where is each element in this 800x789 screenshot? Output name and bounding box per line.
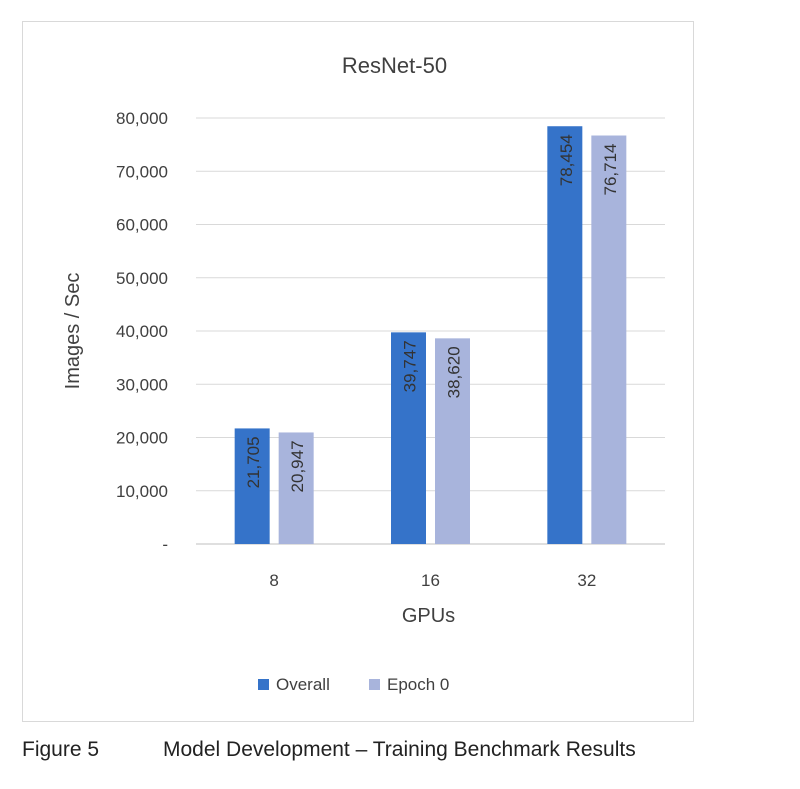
legend-swatch — [258, 679, 269, 690]
data-label: 20,947 — [288, 440, 307, 492]
y-tick-label: 20,000 — [116, 429, 168, 448]
figure-label: Figure 5 — [22, 738, 100, 761]
legend-label: Overall — [276, 675, 330, 694]
data-label: 38,620 — [445, 346, 464, 398]
y-axis-label: Images / Sec — [62, 273, 84, 390]
y-tick-label: 50,000 — [116, 269, 168, 288]
bar-overall — [234, 428, 270, 544]
data-label: 21,705 — [244, 436, 263, 488]
x-axis-label: GPUs — [402, 605, 455, 627]
y-tick-label: - — [162, 535, 168, 554]
data-label: 76,714 — [601, 143, 620, 195]
x-tick-label: 16 — [421, 571, 440, 590]
y-tick-label: 80,000 — [116, 109, 168, 128]
y-tick-label: 40,000 — [116, 322, 168, 341]
bar-overall — [547, 126, 583, 544]
figure-caption: Figure 5 Model Development – Training Ben… — [22, 738, 636, 762]
y-tick-label: 10,000 — [116, 482, 168, 501]
data-label: 39,747 — [401, 340, 420, 392]
legend-swatch — [369, 679, 380, 690]
bar-overall — [391, 332, 426, 544]
data-label: 78,454 — [557, 134, 576, 186]
y-tick-label: 60,000 — [116, 216, 168, 235]
bar-epoch-0 — [278, 432, 314, 544]
legend-label: Epoch 0 — [387, 675, 449, 694]
y-tick-label: 30,000 — [116, 375, 168, 394]
y-tick-label: 70,000 — [116, 162, 168, 181]
bar-chart: ResNet-50 - 10,000 20,000 30,000 40,000 50,000… — [62, 53, 665, 694]
bar-epoch-0 — [591, 135, 627, 544]
bar-epoch-0 — [435, 338, 470, 544]
x-tick-label: 8 — [269, 571, 278, 590]
x-tick-label: 32 — [577, 571, 596, 590]
caption-text: Model Development – Training Benchmark R… — [163, 738, 636, 761]
chart-title: ResNet-50 — [342, 53, 447, 78]
